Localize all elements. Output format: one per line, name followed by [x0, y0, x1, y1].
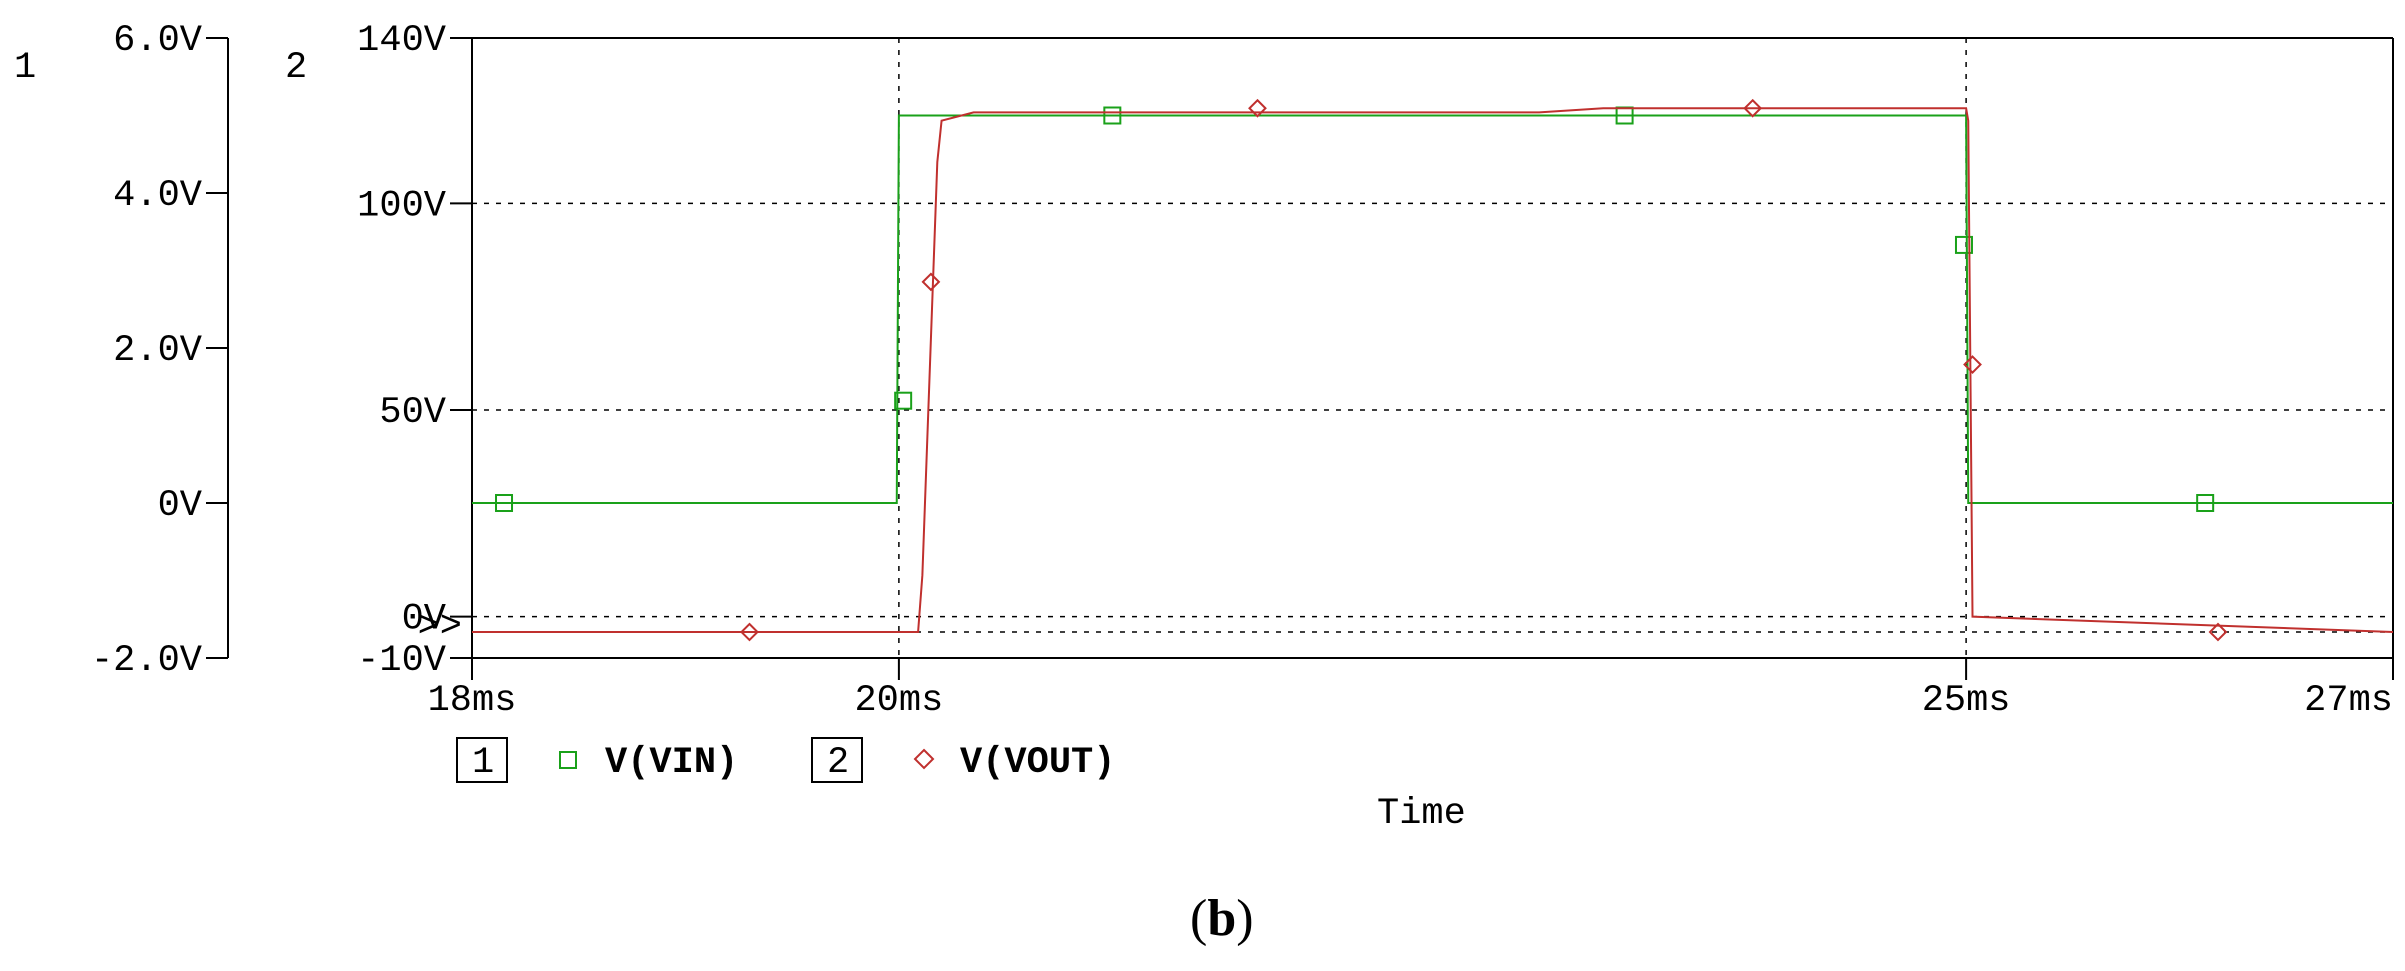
caption-open: ( — [1190, 890, 1207, 947]
legend-axis-box-2 — [811, 737, 863, 783]
series-1-marker-4 — [1963, 355, 1982, 374]
series-0-marker-1 — [894, 391, 913, 410]
series-1-marker-1 — [921, 272, 941, 292]
y2-axis: 2 140V 100V 50V 0V-10V>> — [285, 20, 472, 682]
y2-tick-label-2: 50V — [379, 392, 446, 434]
x-tick-label-1: 20ms — [854, 680, 943, 722]
y1-axis: 1 6.0V 4.0V 2.0V 0V -2.0V — [14, 20, 228, 682]
y2-tick-label-0: 140V — [357, 20, 446, 62]
series-0-marker-0 — [495, 494, 514, 512]
caption-letter: b — [1207, 890, 1236, 947]
y2-marker-label: >> — [418, 606, 462, 648]
figure-caption: (b) — [1190, 890, 1254, 947]
series-0-marker-5 — [2196, 494, 2215, 512]
y1-tick-label-4: -2.0V — [91, 640, 202, 682]
x-axis-title: Time — [1377, 793, 1466, 835]
y1-axis-label: 1 — [14, 47, 36, 89]
series-0-marker-2 — [1103, 106, 1122, 125]
y2-tick-label-3: 0V — [402, 599, 446, 641]
y1-tick-label-0: 6.0V — [113, 20, 202, 62]
series-1-marker-2 — [1248, 98, 1267, 118]
series-line-0 — [472, 114, 2393, 504]
legend-marker-vin — [559, 751, 577, 769]
series-1-marker-3 — [1743, 98, 1763, 118]
plot-frame — [227, 37, 2394, 659]
legend-axis-label-2: 2 — [827, 742, 849, 784]
x-tick-label-2: 25ms — [1922, 680, 2011, 722]
y1-tick-label-2: 2.0V — [113, 330, 202, 372]
y2-tick-label-4: -10V — [357, 640, 446, 682]
legend: 1 V(VIN) 2 V(VOUT) — [456, 737, 1115, 784]
series-line-1 — [472, 107, 2394, 633]
y2-tick-label-1: 100V — [357, 185, 446, 227]
legend-label-vout: V(VOUT) — [960, 742, 1115, 784]
y2-axis-label: 2 — [285, 47, 307, 89]
series-1-marker-5 — [2208, 622, 2228, 642]
series-1-marker-0 — [740, 622, 759, 642]
legend-label-vin: V(VIN) — [605, 742, 738, 784]
series-0-marker-4 — [1954, 235, 1973, 254]
y1-tick-label-1: 4.0V — [113, 175, 202, 217]
series-layer — [472, 98, 2394, 642]
legend-axis-box-1 — [456, 737, 508, 783]
x-axis: 18ms 20ms 25ms 27ms — [428, 658, 2394, 722]
x-tick-label-3: 27ms — [2304, 680, 2393, 722]
x-tick-label-0: 18ms — [428, 680, 517, 722]
caption-close: ) — [1236, 890, 1253, 947]
y1-tick-label-3: 0V — [158, 485, 202, 527]
grid-lines — [472, 38, 2393, 658]
legend-marker-vout — [913, 748, 935, 770]
legend-axis-label-1: 1 — [472, 742, 494, 784]
